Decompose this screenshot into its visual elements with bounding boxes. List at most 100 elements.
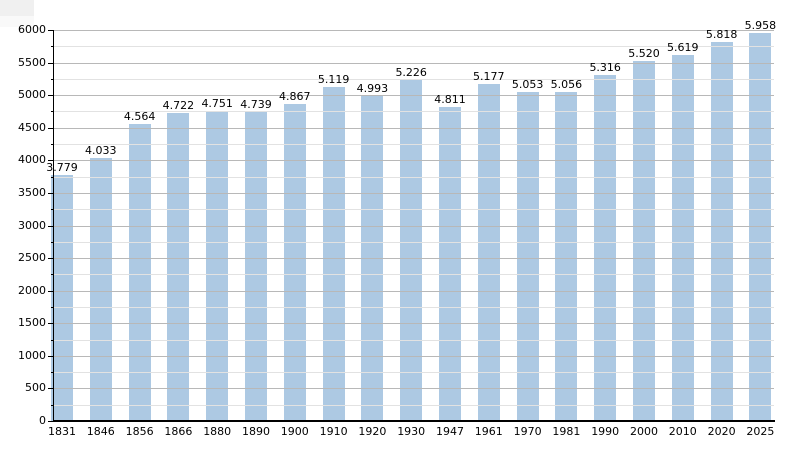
y-tick-minor <box>51 111 54 112</box>
bar <box>245 112 267 421</box>
bar-value-label: 5.619 <box>667 40 699 54</box>
x-tick-label: 1947 <box>436 425 464 438</box>
x-tick-label: 1990 <box>591 425 620 438</box>
bar-value-label: 5.958 <box>744 18 777 32</box>
y-tick-minor <box>51 340 54 341</box>
y-tick-major <box>48 160 54 161</box>
gridline-minor <box>54 209 774 210</box>
y-tick-major <box>48 388 54 389</box>
gridline-major <box>54 95 774 96</box>
bar <box>89 158 112 421</box>
gridline-minor <box>54 111 774 112</box>
y-tick-label: 5500 <box>18 55 46 69</box>
x-tick-label: 1920 <box>358 425 387 438</box>
bar-value-label: 4.564 <box>123 109 156 123</box>
bar-value-label: 4.751 <box>201 97 233 111</box>
x-tick-label: 2010 <box>668 425 697 438</box>
y-tick-label: 1500 <box>18 316 46 330</box>
bar <box>555 91 578 421</box>
bar-value-label: 5.226 <box>395 66 427 80</box>
gridline-minor <box>54 274 774 275</box>
y-tick-minor <box>51 274 54 275</box>
y-tick-label: 2000 <box>18 283 46 297</box>
y-axis-line <box>53 30 54 422</box>
y-tick-label: 4500 <box>18 120 46 134</box>
corner-artifact <box>0 0 34 16</box>
bar <box>322 87 345 421</box>
x-tick-label: 1880 <box>203 425 232 438</box>
bar-value-label: 4.867 <box>279 89 311 103</box>
y-tick-label: 5000 <box>18 88 46 102</box>
gridline-major <box>54 30 774 31</box>
y-tick-minor <box>51 405 54 406</box>
y-tick-major <box>48 193 54 194</box>
y-tick-minor <box>51 307 54 308</box>
y-tick-major <box>48 63 54 64</box>
corner-artifact-secondary <box>0 16 34 27</box>
y-tick-label: 3000 <box>18 218 46 232</box>
bar-value-label: 4.722 <box>162 99 195 113</box>
gridline-major <box>54 160 774 161</box>
gridline-minor <box>54 46 774 47</box>
gridline-minor <box>54 372 774 373</box>
gridline-major <box>54 388 774 389</box>
bar <box>594 74 617 421</box>
y-tick-label: 1000 <box>18 348 46 362</box>
bar <box>128 123 151 421</box>
bar <box>283 103 306 421</box>
gridline-minor <box>54 177 774 178</box>
bar <box>633 61 655 421</box>
x-tick-label: 1981 <box>552 425 581 438</box>
bar-value-label: 4.811 <box>434 93 466 107</box>
bar <box>206 111 229 421</box>
y-tick-label: 2500 <box>18 251 46 265</box>
bar-value-label: 5.053 <box>511 77 544 91</box>
gridline-minor <box>54 79 774 80</box>
y-tick-minor <box>51 242 54 243</box>
gridline-major <box>54 258 774 259</box>
gridline-major <box>54 291 774 292</box>
x-tick-label: 2000 <box>630 425 658 438</box>
gridline-major <box>54 63 774 64</box>
bar-value-label: 5.818 <box>705 27 738 41</box>
bar-value-label: 5.520 <box>628 47 660 61</box>
gridline-minor <box>54 144 774 145</box>
x-tick-label: 2025 <box>746 425 775 438</box>
bar <box>671 54 694 421</box>
x-tick-label: 1961 <box>474 425 503 438</box>
x-tick-label: 1930 <box>397 425 426 438</box>
x-tick-label: 1866 <box>164 425 193 438</box>
bar-value-label: 3.779 <box>46 160 78 174</box>
bar-value-label: 5.056 <box>550 77 583 91</box>
gridline-major <box>54 193 774 194</box>
y-tick-major <box>48 291 54 292</box>
y-tick-minor <box>51 177 54 178</box>
gridline-major <box>54 226 774 227</box>
y-tick-label: 6000 <box>18 23 46 36</box>
y-tick-major <box>48 95 54 96</box>
y-tick-label: 500 <box>25 381 46 395</box>
x-tick-label: 1831 <box>48 425 76 438</box>
bar-value-label: 5.119 <box>317 73 350 87</box>
y-tick-label: 0 <box>39 414 46 427</box>
bar <box>167 113 190 421</box>
x-tick-label: 1856 <box>125 425 154 438</box>
y-tick-minor <box>51 209 54 210</box>
x-tick-label: 1970 <box>513 425 542 438</box>
y-tick-major <box>48 258 54 259</box>
gridline-minor <box>54 340 774 341</box>
x-tick-label: 2020 <box>707 425 736 438</box>
x-tick-label: 1910 <box>319 425 348 438</box>
bar <box>516 91 539 421</box>
gridline-minor <box>54 307 774 308</box>
y-tick-major <box>48 356 54 357</box>
x-tick-label: 1846 <box>86 425 115 438</box>
bar <box>710 41 733 421</box>
y-tick-major <box>48 30 54 31</box>
bar <box>477 83 500 421</box>
gridline-major <box>54 323 774 324</box>
